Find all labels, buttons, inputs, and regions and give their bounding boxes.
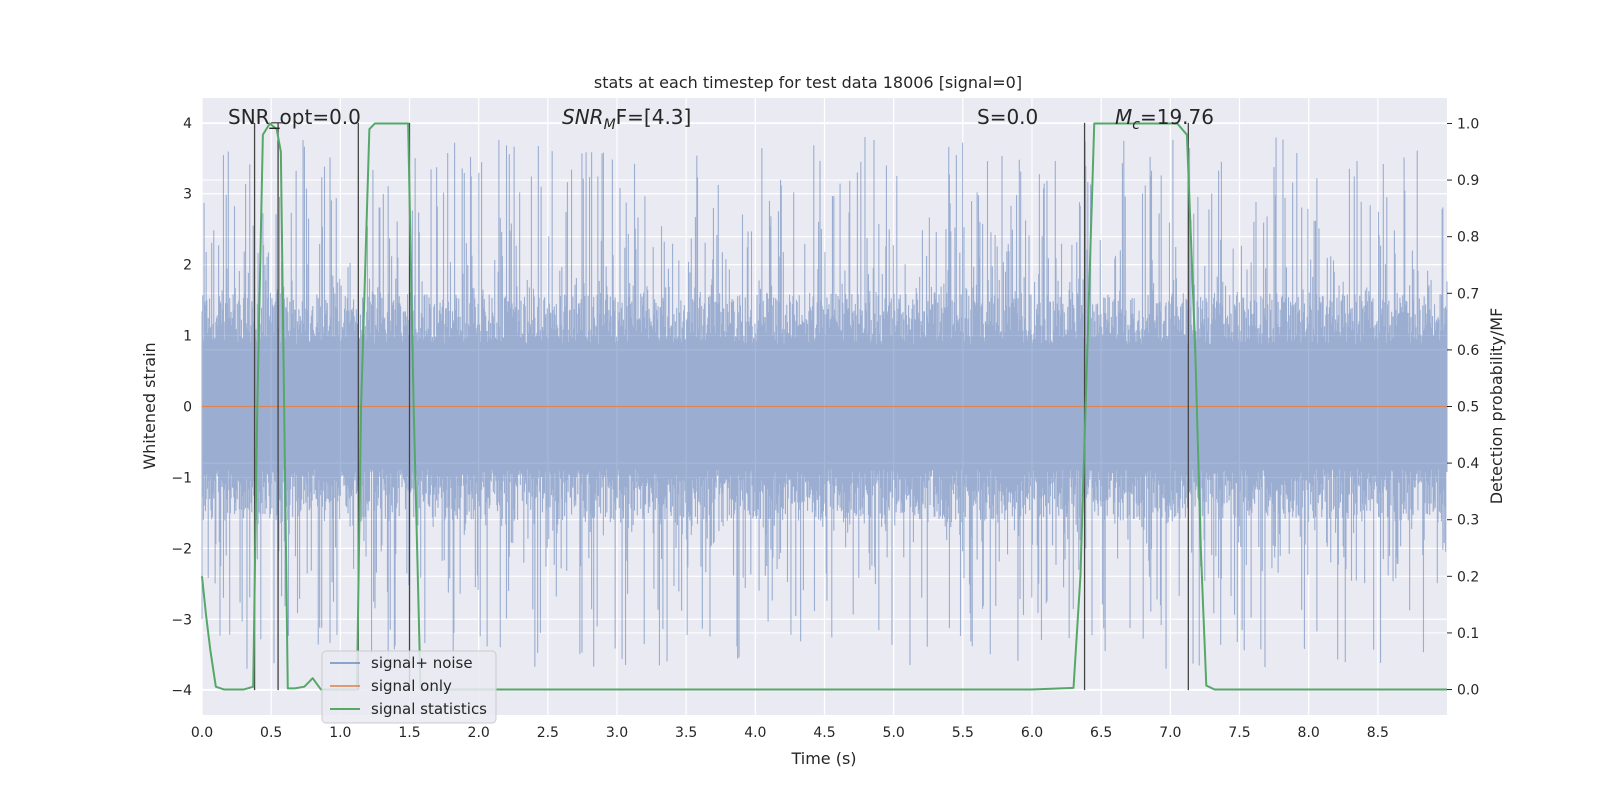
annotation-snr-opt: SNR_opt=0.0 [228, 105, 361, 129]
y-tick-label: −3 [171, 612, 192, 628]
x-axis-ticks: 0.0 0.5 1.0 1.5 2.0 2.5 3.0 3.5 4.0 4.5 5.0 5.5 6.0 6… [191, 725, 1389, 741]
noise-series [201, 137, 1448, 669]
x-tick-label: 6.0 [1021, 725, 1043, 741]
signal-statistics-line [201, 122, 1447, 691]
x-tick-label: 2.0 [468, 725, 490, 741]
annotation-snr-mf: SNRMF=[4.3] [562, 105, 691, 133]
y2-tick-label: 1.0 [1457, 116, 1479, 132]
x-tick-label: 8.0 [1298, 725, 1320, 741]
y2-axis-ticks: 0.0 0.1 0.2 0.3 0.4 0.5 0.6 0.7 0.8 0.9 1.0 [1447, 116, 1479, 699]
x-tick-label: 1.0 [329, 725, 351, 741]
x-tick-label: 4.0 [744, 725, 766, 741]
noise-trace [201, 137, 1448, 669]
x-tick-label: 4.5 [813, 725, 835, 741]
annotation-mc-tail: =19.76 [1140, 105, 1214, 129]
x-tick-label: 2.5 [537, 725, 559, 741]
x-tick-label: 3.0 [606, 725, 628, 741]
legend-box [321, 650, 497, 724]
signal-statistics-series [201, 122, 1447, 691]
y-axis-ticks: −4 −3 −2 −1 0 1 2 3 4 [171, 116, 192, 699]
y-tick-label: 0 [183, 400, 192, 416]
legend-label-stats: signal statistics [371, 700, 487, 718]
x-tick-label: 0.0 [191, 725, 213, 741]
y2-tick-label: 0.4 [1457, 456, 1479, 472]
y-tick-label: 4 [183, 116, 192, 132]
annotation-s: S=0.0 [977, 105, 1038, 129]
y-tick-label: 3 [183, 187, 192, 203]
y-tick-label: −1 [171, 470, 192, 486]
annotation-snr-mf-base: SNR [562, 105, 604, 129]
y-tick-label: 2 [183, 258, 192, 274]
x-tick-label: 5.0 [883, 725, 905, 741]
x-tick-label: 3.5 [675, 725, 697, 741]
y-tick-label: 1 [183, 329, 192, 345]
legend: signal+ noise signal only signal statist… [321, 650, 497, 724]
annotation-mc: Mc=19.76 [1115, 105, 1214, 133]
annotation-mc-base: M [1115, 105, 1132, 129]
annotation-snr-mf-tail: F=[4.3] [616, 105, 692, 129]
y2-tick-label: 0.7 [1457, 286, 1479, 302]
x-tick-label: 6.5 [1090, 725, 1112, 741]
y2-tick-label: 0.0 [1457, 683, 1479, 699]
y2-tick-label: 0.8 [1457, 230, 1479, 246]
x-tick-label: 5.5 [952, 725, 974, 741]
legend-label-noise: signal+ noise [371, 654, 473, 672]
y-tick-label: −4 [171, 683, 192, 699]
x-tick-label: 8.5 [1367, 725, 1389, 741]
x-tick-label: 7.5 [1228, 725, 1250, 741]
annotation-snr-mf-sub: M [604, 117, 616, 133]
annotation-mc-sub: c [1132, 117, 1140, 133]
y2-tick-label: 0.2 [1457, 569, 1479, 585]
x-tick-label: 1.5 [398, 725, 420, 741]
y2-tick-label: 0.3 [1457, 513, 1479, 529]
x-tick-label: 7.0 [1159, 725, 1181, 741]
y-axis-label: Whitened strain [140, 342, 159, 469]
y2-tick-label: 0.5 [1457, 400, 1479, 416]
y2-axis-label: Detection probability/MF [1487, 308, 1506, 505]
y2-tick-label: 0.6 [1457, 343, 1479, 359]
legend-label-signal: signal only [371, 677, 452, 695]
y2-tick-label: 0.9 [1457, 173, 1479, 189]
y-tick-label: −2 [171, 541, 192, 557]
x-axis-label: Time (s) [790, 749, 856, 768]
y2-tick-label: 0.1 [1457, 626, 1479, 642]
x-tick-label: 0.5 [260, 725, 282, 741]
chart-title: stats at each timestep for test data 180… [594, 73, 1022, 92]
